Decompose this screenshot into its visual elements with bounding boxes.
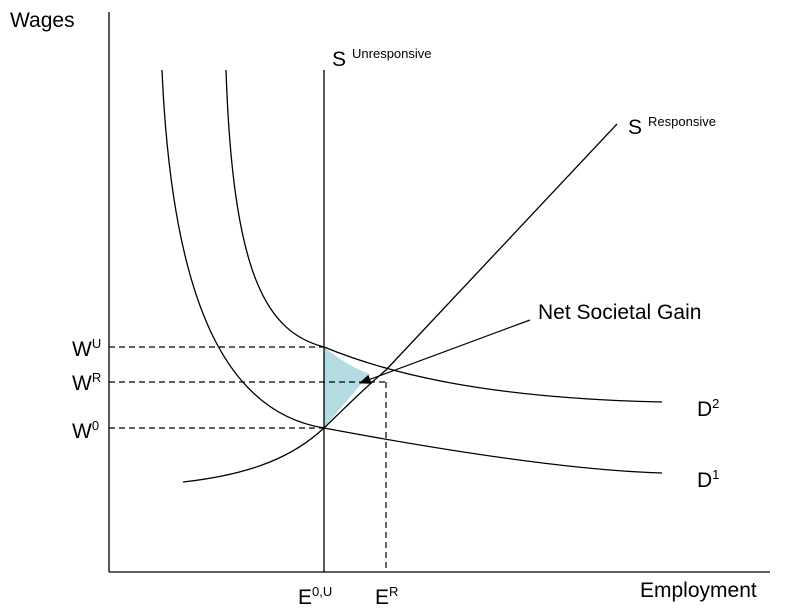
d2-curve xyxy=(225,69,663,403)
label-sup: 1 xyxy=(712,467,719,482)
curve-label: D2 xyxy=(697,396,719,421)
label-sup: Responsive xyxy=(648,114,716,129)
annotation-arrow xyxy=(358,319,531,384)
gain-area xyxy=(324,347,370,428)
s-responsive-curve xyxy=(182,123,618,483)
label-sup: R xyxy=(92,370,101,385)
label-sup: U xyxy=(92,336,101,351)
wage-label: WR xyxy=(72,370,101,395)
label-sup: Unresponsive xyxy=(352,46,432,61)
label-base: W xyxy=(72,338,92,361)
label-sup: 0 xyxy=(92,418,99,433)
label-base: E xyxy=(298,586,312,609)
label-base: E xyxy=(375,586,389,609)
annotation: Net Societal Gain xyxy=(538,301,701,324)
wage-label: W0 xyxy=(72,418,99,443)
curve-label: S Unresponsive xyxy=(332,46,432,71)
label-base: W xyxy=(72,372,92,395)
d1-curve xyxy=(161,69,663,474)
y-axis-label: Wages xyxy=(10,9,75,32)
label-base: D xyxy=(697,398,712,421)
employment-label: E0,U xyxy=(298,584,332,609)
label-base: W xyxy=(72,420,92,443)
curve-label: S Responsive xyxy=(628,114,716,139)
curve-label: D1 xyxy=(697,467,719,492)
label-sup: 2 xyxy=(712,396,719,411)
label-sup: R xyxy=(389,584,398,599)
label-base: S xyxy=(332,48,346,71)
label-sup: 0,U xyxy=(312,584,332,599)
label-base: D xyxy=(697,469,712,492)
employment-label: ER xyxy=(375,584,398,609)
wage-label: WU xyxy=(72,336,101,361)
label-base: S xyxy=(628,116,642,139)
x-axis-label: Employment xyxy=(640,579,757,602)
